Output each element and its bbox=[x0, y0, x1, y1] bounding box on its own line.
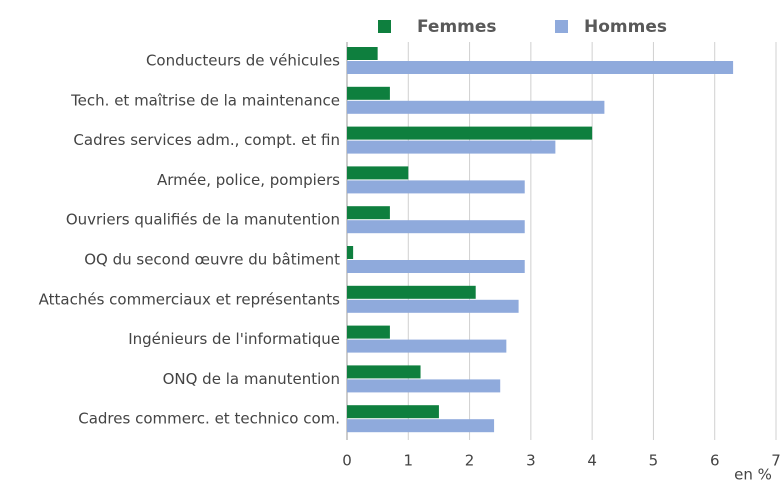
x-tick-label: 0 bbox=[342, 452, 352, 470]
y-tick-label: OQ du second œuvre du bâtiment bbox=[84, 251, 340, 269]
bar bbox=[347, 285, 476, 299]
bar bbox=[347, 206, 390, 220]
y-tick-label: ONQ de la manutention bbox=[163, 370, 340, 388]
legend-swatch bbox=[378, 20, 391, 33]
bar bbox=[347, 260, 525, 273]
bar bbox=[347, 47, 378, 60]
x-tick-label: 2 bbox=[465, 452, 475, 470]
bar bbox=[347, 299, 519, 313]
bar bbox=[347, 419, 495, 433]
x-tick-label: 6 bbox=[710, 452, 720, 470]
legend-label: Hommes bbox=[584, 17, 667, 37]
bar bbox=[347, 140, 556, 154]
legend-swatch bbox=[555, 20, 568, 33]
bar bbox=[347, 100, 605, 114]
bar bbox=[347, 405, 439, 419]
bar bbox=[347, 86, 390, 100]
y-tick-label: Tech. et maîtrise de la maintenance bbox=[70, 91, 340, 109]
bar bbox=[347, 166, 409, 180]
bar bbox=[347, 325, 390, 339]
x-tick-label: 1 bbox=[404, 452, 414, 470]
legend-label: Femmes bbox=[417, 17, 497, 37]
x-tick-label: 7 bbox=[771, 452, 781, 470]
x-axis-label: en % bbox=[734, 466, 772, 483]
y-tick-label: Ingénieurs de l'informatique bbox=[128, 330, 340, 348]
bar bbox=[347, 180, 525, 194]
bar bbox=[347, 339, 507, 353]
y-tick-label: Cadres services adm., compt. et fin bbox=[73, 131, 340, 149]
y-tick-label: Conducteurs de véhicules bbox=[146, 52, 340, 70]
y-tick-label: Attachés commerciaux et représentants bbox=[39, 290, 341, 308]
bar bbox=[347, 365, 421, 379]
bar bbox=[347, 220, 525, 234]
x-tick-label: 4 bbox=[587, 452, 597, 470]
y-tick-label: Armée, police, pompiers bbox=[157, 171, 340, 189]
x-tick-label: 5 bbox=[649, 452, 659, 470]
x-tick-label: 3 bbox=[526, 452, 536, 470]
y-tick-label: Ouvriers qualifiés de la manutention bbox=[66, 211, 340, 229]
bar bbox=[347, 126, 593, 140]
bar bbox=[347, 379, 501, 393]
bar bbox=[347, 61, 734, 74]
bar bbox=[347, 246, 354, 259]
y-tick-label: Cadres commerc. et technico com. bbox=[78, 410, 340, 428]
